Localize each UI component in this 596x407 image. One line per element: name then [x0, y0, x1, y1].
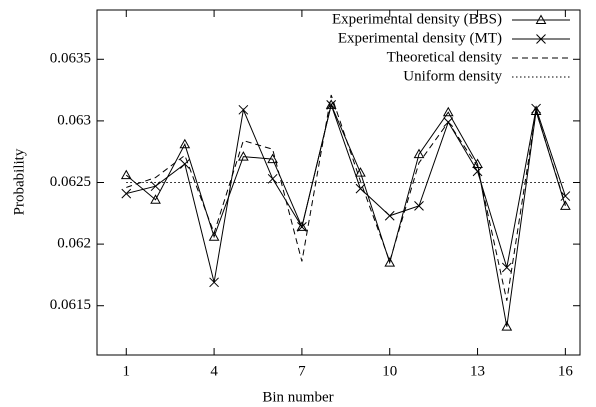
- marker: [238, 104, 249, 115]
- marker: [536, 34, 546, 44]
- marker: [209, 277, 219, 288]
- marker: [531, 103, 541, 114]
- marker: [297, 222, 307, 232]
- marker: [442, 106, 454, 117]
- y-tick-label: 0.062: [57, 236, 91, 252]
- series-line: [126, 94, 566, 301]
- x-tick-label: 10: [382, 363, 397, 379]
- x-tick-label: 16: [558, 363, 574, 379]
- legend-label: Experimental density (MT): [338, 30, 502, 46]
- marker: [179, 159, 190, 169]
- legend-label: Theoretical density: [387, 49, 503, 65]
- marker: [179, 138, 191, 149]
- x-tick-label: 7: [298, 363, 306, 379]
- marker: [384, 257, 396, 267]
- marker: [472, 166, 483, 177]
- legend-label: Experimental density (BBS): [332, 11, 502, 27]
- marker: [296, 221, 308, 231]
- marker: [267, 173, 278, 184]
- marker: [501, 262, 512, 273]
- marker: [501, 321, 513, 331]
- marker: [150, 194, 161, 204]
- x-tick-label: 13: [470, 363, 485, 379]
- marker: [414, 201, 424, 211]
- marker: [560, 200, 571, 210]
- marker: [238, 151, 249, 161]
- marker: [325, 99, 337, 109]
- series-line: [126, 103, 566, 283]
- marker: [535, 14, 547, 24]
- marker: [121, 188, 132, 199]
- marker: [267, 153, 278, 164]
- y-tick-label: 0.0615: [50, 297, 91, 313]
- marker: [355, 183, 366, 194]
- y-axis-label: Probability: [11, 148, 27, 215]
- marker: [355, 167, 366, 177]
- marker: [150, 181, 161, 192]
- marker: [413, 148, 425, 159]
- x-tick-label: 1: [123, 363, 131, 379]
- marker: [120, 169, 132, 180]
- y-tick-label: 0.0635: [50, 51, 91, 67]
- marker: [208, 231, 220, 241]
- marker: [384, 210, 395, 221]
- marker: [326, 100, 337, 110]
- marker: [560, 191, 571, 201]
- legend-label: Uniform density: [403, 68, 502, 84]
- x-tick-label: 4: [210, 363, 218, 379]
- series-line: [125, 103, 566, 327]
- x-axis-label: Bin number: [262, 389, 333, 405]
- y-tick-label: 0.0625: [50, 174, 91, 190]
- y-tick-label: 0.063: [57, 112, 91, 128]
